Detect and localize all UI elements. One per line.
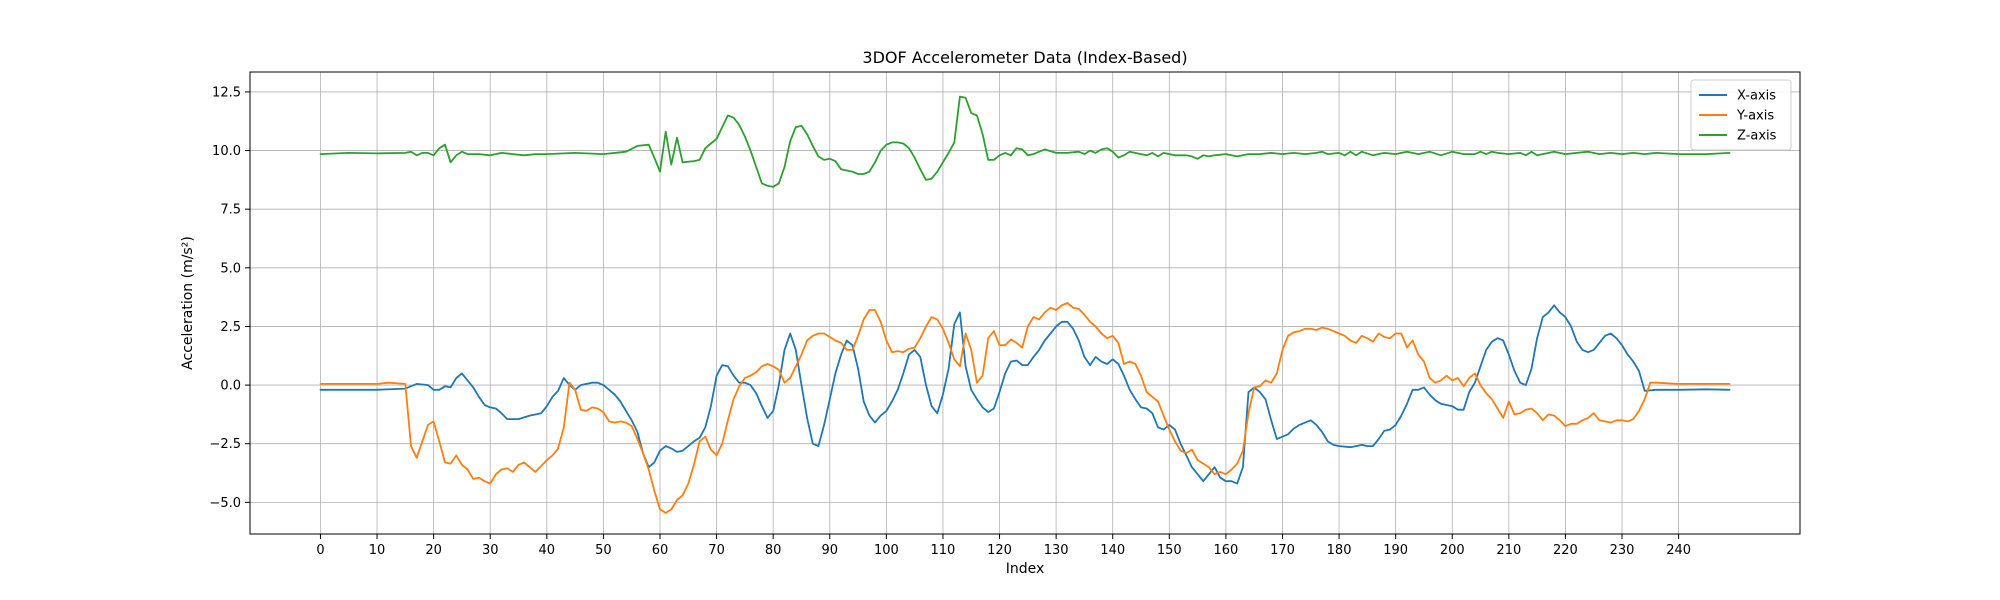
x-tick-label: 170 xyxy=(1270,543,1295,558)
x-tick-label: 100 xyxy=(874,543,899,558)
x-tick-label: 20 xyxy=(425,543,442,558)
x-tick-label: 150 xyxy=(1157,543,1182,558)
x-tick-label: 130 xyxy=(1044,543,1069,558)
legend-label-x-axis: X-axis xyxy=(1737,89,1776,104)
grid-lines xyxy=(250,72,1800,534)
x-axis-ticks: 0 10 20 30 40 50 60 70 80 90 100 110 120 130 140 150 160… xyxy=(316,534,1691,558)
legend: X-axis Y-axis Z-axis xyxy=(1690,79,1792,151)
x-tick-label: 180 xyxy=(1327,543,1352,558)
series-lines xyxy=(319,95,1731,514)
y-tick-label: −2.5 xyxy=(209,437,241,452)
x-tick-label: 90 xyxy=(821,543,838,558)
x-tick-label: 230 xyxy=(1610,543,1635,558)
x-tick-label: 50 xyxy=(595,543,612,558)
chart-title: 3DOF Accelerometer Data (Index-Based) xyxy=(862,48,1187,67)
legend-label-y-axis: Y-axis xyxy=(1736,109,1774,124)
y-tick-label: 12.5 xyxy=(212,85,241,100)
y-tick-label: 5.0 xyxy=(220,261,241,276)
x-tick-label: 120 xyxy=(987,543,1012,558)
legend-label-z-axis: Z-axis xyxy=(1737,129,1777,144)
x-tick-label: 0 xyxy=(316,543,324,558)
series-line-z-axis xyxy=(319,95,1731,188)
y-tick-label: 7.5 xyxy=(220,203,241,218)
x-tick-label: 240 xyxy=(1666,543,1691,558)
series-line-y-axis xyxy=(319,302,1731,514)
x-tick-label: 210 xyxy=(1496,543,1521,558)
y-axis-ticks: −5.0 −2.5 0.0 2.5 5.0 7.5 10.0 12.5 xyxy=(209,85,250,511)
y-tick-label: 0.0 xyxy=(220,379,241,394)
x-tick-label: 60 xyxy=(652,543,669,558)
x-tick-label: 160 xyxy=(1213,543,1238,558)
y-tick-label: −5.0 xyxy=(209,496,241,511)
x-tick-label: 40 xyxy=(539,543,556,558)
x-tick-label: 220 xyxy=(1553,543,1578,558)
x-axis-label: Index xyxy=(1006,561,1045,577)
y-tick-label: 10.0 xyxy=(212,144,241,159)
x-tick-label: 80 xyxy=(765,543,782,558)
x-tick-label: 70 xyxy=(708,543,725,558)
x-tick-label: 110 xyxy=(931,543,956,558)
x-tick-label: 200 xyxy=(1440,543,1465,558)
x-tick-label: 10 xyxy=(369,543,386,558)
x-tick-label: 190 xyxy=(1383,543,1408,558)
x-tick-label: 30 xyxy=(482,543,499,558)
legend-box xyxy=(1690,79,1792,151)
y-axis-label: Acceleration (m/s²) xyxy=(180,236,196,370)
series-line-x-axis xyxy=(319,304,1731,485)
x-tick-label: 140 xyxy=(1100,543,1125,558)
y-tick-label: 2.5 xyxy=(220,320,241,335)
plot-area-frame xyxy=(249,71,1801,535)
